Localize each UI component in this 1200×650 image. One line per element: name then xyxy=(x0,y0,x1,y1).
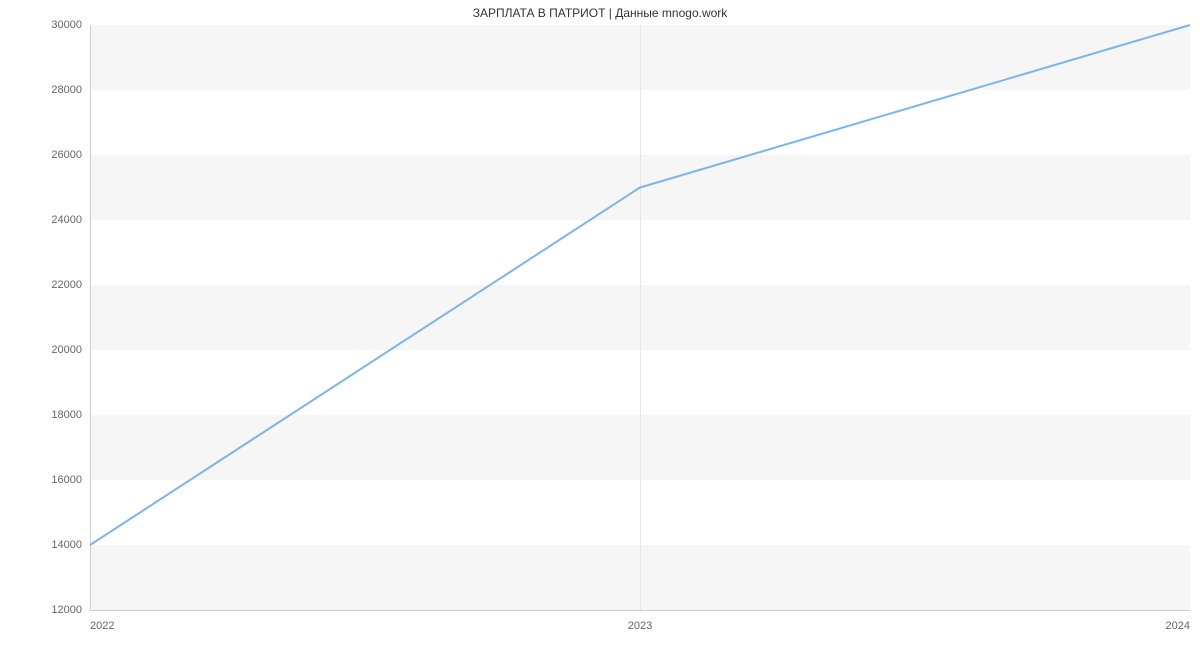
y-tick-label: 26000 xyxy=(51,149,82,161)
y-tick-label: 16000 xyxy=(51,474,82,486)
x-tick-label: 2023 xyxy=(628,620,652,632)
chart-title: ЗАРПЛАТА В ПАТРИОТ | Данные mnogo.work xyxy=(0,6,1200,20)
plot-area: 1200014000160001800020000220002400026000… xyxy=(90,25,1190,610)
series-line-salary xyxy=(90,25,1190,545)
y-tick-label: 30000 xyxy=(51,19,82,31)
x-tick-label: 2024 xyxy=(1166,620,1190,632)
y-tick-label: 20000 xyxy=(51,344,82,356)
x-tick-label: 2022 xyxy=(90,620,114,632)
y-tick-label: 24000 xyxy=(51,214,82,226)
y-tick-label: 18000 xyxy=(51,409,82,421)
y-tick-label: 28000 xyxy=(51,84,82,96)
y-tick-label: 22000 xyxy=(51,279,82,291)
y-tick-label: 12000 xyxy=(51,604,82,616)
chart-container: ЗАРПЛАТА В ПАТРИОТ | Данные mnogo.work 1… xyxy=(0,0,1200,650)
line-layer xyxy=(90,25,1190,610)
y-tick-label: 14000 xyxy=(51,539,82,551)
x-axis-line xyxy=(90,610,1190,611)
